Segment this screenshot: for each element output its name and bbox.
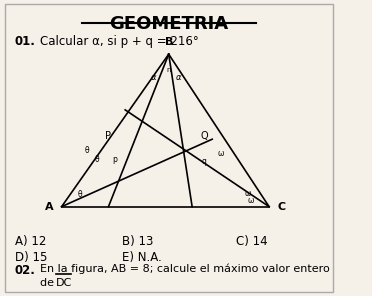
Text: C: C (278, 202, 286, 212)
Text: p: p (113, 155, 118, 164)
Text: E) N.A.: E) N.A. (122, 251, 161, 264)
Text: GEOMETRIA: GEOMETRIA (109, 15, 228, 33)
Text: En la figura, AB = 8; calcule el máximo valor entero: En la figura, AB = 8; calcule el máximo … (40, 264, 330, 274)
Text: α: α (176, 73, 182, 82)
Text: α: α (151, 73, 156, 82)
Text: Calcular α, si p + q = 216°: Calcular α, si p + q = 216° (40, 35, 199, 48)
Text: ω: ω (217, 149, 224, 158)
Text: de: de (40, 278, 57, 288)
Text: 01.: 01. (15, 35, 36, 48)
Text: P: P (106, 131, 112, 141)
Text: n: n (166, 67, 171, 73)
Text: q: q (201, 157, 206, 166)
Text: DC: DC (56, 278, 72, 288)
Text: θ: θ (78, 190, 82, 200)
Text: θ: θ (94, 155, 99, 164)
Text: A: A (45, 202, 53, 212)
Text: ω: ω (247, 196, 254, 205)
Text: 02.: 02. (15, 264, 36, 277)
Text: C) 14: C) 14 (235, 234, 267, 247)
Text: D) 15: D) 15 (15, 251, 47, 264)
Text: θ: θ (84, 147, 89, 155)
Text: Q: Q (200, 131, 208, 141)
Text: ω: ω (244, 189, 250, 198)
Text: A) 12: A) 12 (15, 234, 46, 247)
Text: B: B (164, 37, 173, 47)
Text: B) 13: B) 13 (122, 234, 153, 247)
